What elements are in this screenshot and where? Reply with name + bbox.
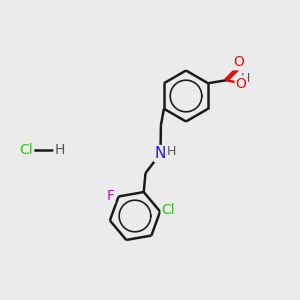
Text: H: H	[55, 143, 65, 157]
Text: F: F	[106, 189, 114, 203]
Text: H: H	[166, 145, 176, 158]
Text: Cl: Cl	[20, 143, 33, 157]
Text: O: O	[236, 76, 247, 91]
Text: Cl: Cl	[162, 203, 175, 217]
Text: H: H	[240, 72, 250, 85]
Text: N: N	[155, 146, 166, 161]
Text: O: O	[233, 55, 244, 69]
